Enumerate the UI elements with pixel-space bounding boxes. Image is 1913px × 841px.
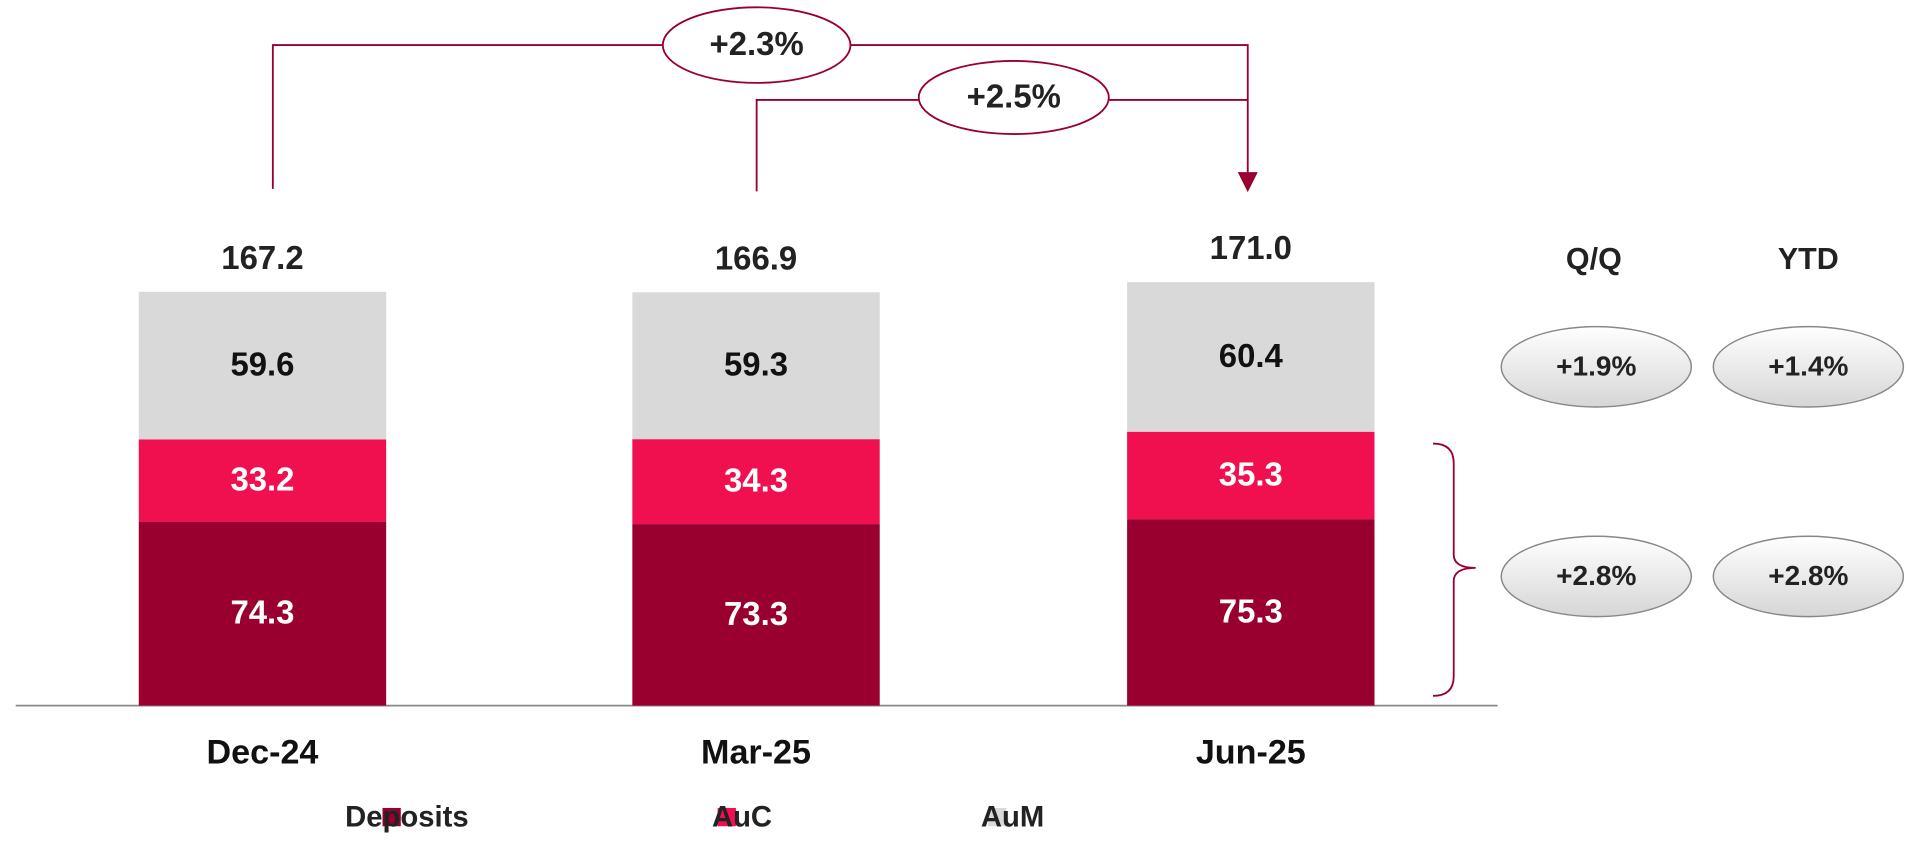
data-label: 59.3 xyxy=(724,346,788,383)
table-value: +1.4% xyxy=(1768,350,1848,381)
bar-segment xyxy=(632,524,880,706)
pill xyxy=(1712,535,1905,618)
table-header: Q/Q xyxy=(1566,242,1622,276)
bracket xyxy=(1432,442,1476,697)
data-label: 34.3 xyxy=(724,462,788,499)
table-value: +2.8% xyxy=(1556,560,1636,591)
bar-segment xyxy=(138,291,387,440)
x-tick-label: Mar-25 xyxy=(701,733,811,771)
growth-label: +2.3% xyxy=(710,25,804,62)
total-label: 167.2 xyxy=(221,239,303,276)
data-label: 33.2 xyxy=(230,460,294,497)
total-label: 171.0 xyxy=(1210,229,1292,266)
data-label: 73.3 xyxy=(724,595,788,632)
growth-arrows xyxy=(271,6,1258,193)
data-label: 74.3 xyxy=(230,594,294,631)
legend-label: AuM xyxy=(981,802,1044,834)
total-label: 166.9 xyxy=(715,239,797,276)
callout-bubble xyxy=(917,60,1110,135)
x-tick-label: Jun-25 xyxy=(1196,733,1306,771)
bar-segment xyxy=(1127,282,1375,432)
table-value: +1.9% xyxy=(1556,350,1636,381)
pill xyxy=(1712,325,1905,408)
bar-segment xyxy=(1127,431,1375,520)
table-value: +2.8% xyxy=(1768,560,1848,591)
legend-swatch xyxy=(717,807,736,827)
arrowhead xyxy=(1237,172,1258,193)
growth-label: +2.5% xyxy=(967,77,1061,114)
data-label: 35.3 xyxy=(1219,455,1283,492)
data-label: 60.4 xyxy=(1219,337,1284,374)
pill xyxy=(1500,325,1693,408)
legend-label: AuC xyxy=(712,802,772,834)
bar-segment xyxy=(138,439,387,522)
bar-segment xyxy=(1127,519,1375,706)
x-tick-label: Dec-24 xyxy=(207,733,319,771)
callout-bubble xyxy=(661,6,852,84)
bar-segment xyxy=(632,292,880,440)
data-label: 75.3 xyxy=(1219,592,1283,629)
table-header: YTD xyxy=(1778,242,1839,276)
data-label: 59.6 xyxy=(230,346,294,383)
legend-swatch xyxy=(988,807,1007,827)
pill xyxy=(1500,535,1693,618)
legend-swatch xyxy=(382,807,401,827)
bar-segment xyxy=(138,521,387,706)
legend-label: Deposits xyxy=(345,802,468,834)
bar-segment xyxy=(632,439,880,525)
